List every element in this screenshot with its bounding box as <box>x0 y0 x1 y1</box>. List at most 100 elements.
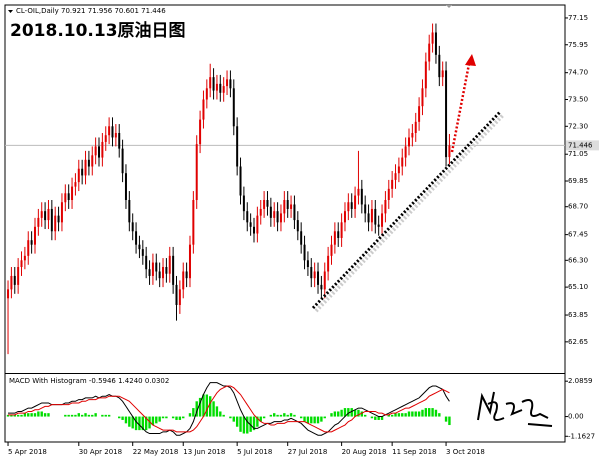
histogram-bar <box>212 401 215 417</box>
candle-body <box>367 213 370 223</box>
histogram-bar <box>155 416 158 424</box>
candle-body <box>209 77 212 89</box>
y-tick-label: 68.70 <box>568 203 588 211</box>
candle-body <box>428 43 431 62</box>
histogram-bar <box>262 416 266 419</box>
histogram-bar <box>198 397 202 417</box>
histogram-bar <box>360 411 364 417</box>
candle-body <box>330 244 333 256</box>
candle-body <box>40 211 43 218</box>
candle-body <box>135 231 138 245</box>
candle-body <box>364 204 367 214</box>
candle-body <box>205 88 208 100</box>
candle-body <box>226 79 229 87</box>
candle-body <box>54 215 57 232</box>
x-tick-label: 11 Sep 2018 <box>392 448 436 456</box>
histogram-bar <box>407 411 411 417</box>
candle-body <box>438 54 441 78</box>
candle-body <box>263 200 266 209</box>
histogram-bar <box>434 409 438 417</box>
arrow-head <box>465 54 476 66</box>
candle-body <box>310 267 313 279</box>
y-tick-label: 65.10 <box>568 283 588 291</box>
candle-body <box>418 106 421 122</box>
y-tick-label: 74.70 <box>568 69 588 77</box>
histogram-bar <box>310 416 313 424</box>
candle-body <box>87 159 90 167</box>
candle-body <box>168 255 171 274</box>
histogram-bar <box>363 414 367 417</box>
candle-body <box>374 208 377 225</box>
histogram-bar <box>401 413 404 417</box>
histogram-bar <box>374 416 377 420</box>
candle-body <box>215 83 218 91</box>
histogram-bar <box>256 416 259 427</box>
x-tick-label: 22 May 2018 <box>133 448 179 456</box>
histogram-bar <box>259 416 262 422</box>
histogram-bar <box>377 416 380 420</box>
candle-body <box>249 222 252 227</box>
x-tick-label: 27 Jul 2018 <box>288 448 328 456</box>
histogram-bar <box>242 416 246 434</box>
histogram-bar <box>151 416 155 426</box>
histogram-bar <box>208 396 212 417</box>
candle-body <box>101 141 104 158</box>
current-price-label: 71.446 <box>568 141 593 149</box>
candle-body <box>121 148 124 174</box>
candle-body <box>202 99 205 120</box>
candle-body <box>67 193 70 201</box>
candle-body <box>178 289 181 305</box>
candle-body <box>421 88 424 107</box>
histogram-bar <box>20 414 23 417</box>
x-tick-label: 3 Oct 2018 <box>446 448 485 456</box>
histogram-bar <box>23 413 27 417</box>
histogram-bar <box>27 413 30 417</box>
candle-body <box>175 284 178 305</box>
candle-body <box>424 61 427 89</box>
candle-body <box>74 182 77 187</box>
candle-body <box>293 204 296 221</box>
candle-body <box>276 211 279 223</box>
y-tick-label: 72.30 <box>568 122 588 130</box>
candle-body <box>290 204 293 209</box>
candle-body <box>172 255 175 285</box>
candle-body <box>219 83 222 93</box>
histogram-bar <box>273 413 276 417</box>
candle-body <box>131 222 134 232</box>
histogram-bar <box>404 413 407 417</box>
candle-body <box>114 132 117 138</box>
histogram-bar <box>246 416 249 434</box>
y-tick-label: 75.95 <box>568 41 588 49</box>
candle-body <box>222 86 225 93</box>
histogram-bar <box>101 414 104 417</box>
histogram-bar <box>40 411 43 417</box>
candle-body <box>448 145 451 158</box>
histogram-bar <box>10 414 13 417</box>
histogram-bar <box>444 416 448 422</box>
candle-body <box>269 206 272 218</box>
histogram-bar <box>33 413 37 417</box>
histogram-bar <box>380 416 384 420</box>
histogram-bar <box>128 416 131 427</box>
histogram-bar <box>47 413 50 417</box>
histogram-bar <box>124 416 128 424</box>
histogram-bar <box>30 413 33 417</box>
histogram-bar <box>438 413 441 417</box>
annotation: 2018.10.13原油日图 <box>10 20 186 41</box>
candle-body <box>343 211 346 223</box>
histogram-bar <box>337 411 340 417</box>
candle-body <box>195 144 198 201</box>
histogram-bar <box>333 411 337 417</box>
histogram-bar <box>343 408 347 417</box>
histogram-bar <box>6 414 10 417</box>
histogram-bar <box>330 413 333 417</box>
candle-body <box>17 267 20 285</box>
candle-body <box>246 211 249 223</box>
candle-body <box>283 200 286 214</box>
histogram-bar <box>448 416 451 426</box>
candle-body <box>124 173 127 201</box>
histogram-bar <box>303 416 306 422</box>
histogram-bar <box>134 416 138 431</box>
